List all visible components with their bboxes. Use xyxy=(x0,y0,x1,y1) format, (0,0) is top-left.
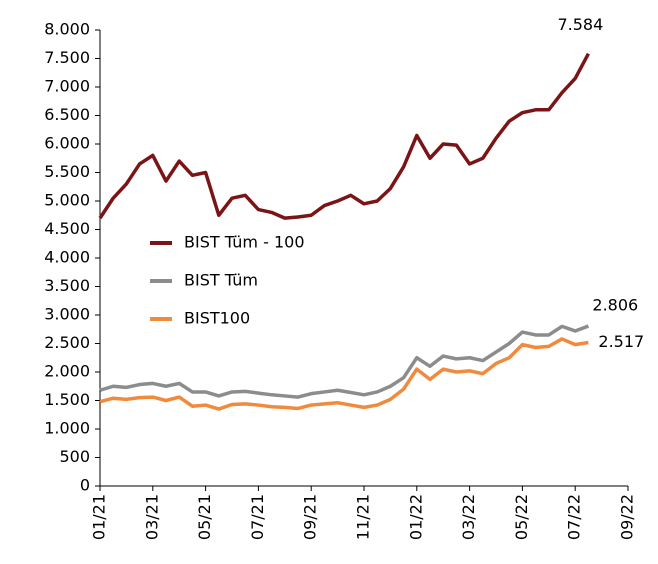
x-tick-label: 05/22 xyxy=(512,494,531,540)
x-tick-label: 07/22 xyxy=(565,494,584,540)
y-tick-label: 3.500 xyxy=(44,276,90,295)
y-tick-label: 1.500 xyxy=(44,390,90,409)
value-label: 2.517 xyxy=(598,332,644,351)
x-tick-label: 05/21 xyxy=(195,494,214,540)
y-tick-label: 1.000 xyxy=(44,419,90,438)
series-line xyxy=(99,337,589,411)
y-tick-label: 8.000 xyxy=(44,20,90,39)
legend-label: BIST Tüm xyxy=(184,271,258,290)
x-tick-label: 09/21 xyxy=(301,494,320,540)
series-line xyxy=(99,324,590,399)
y-tick-label: 4.500 xyxy=(44,219,90,238)
y-tick-label: 6.500 xyxy=(44,105,90,124)
y-tick-label: 7.000 xyxy=(44,77,90,96)
x-tick-label: 03/21 xyxy=(142,494,161,540)
x-tick-label: 07/21 xyxy=(248,494,267,540)
y-tick-label: 2.000 xyxy=(44,362,90,381)
y-tick-label: 6.000 xyxy=(44,134,90,153)
y-tick-label: 5.500 xyxy=(44,162,90,181)
y-tick-label: 2.500 xyxy=(44,333,90,352)
y-tick-label: 3.000 xyxy=(44,305,90,324)
x-tick-label: 09/22 xyxy=(618,494,637,540)
value-label: 2.806 xyxy=(592,296,638,315)
y-tick-label: 0 xyxy=(80,476,90,495)
x-tick-label: 03/22 xyxy=(459,494,478,540)
legend-label: BIST100 xyxy=(184,309,250,328)
y-tick-label: 7.500 xyxy=(44,48,90,67)
y-tick-label: 500 xyxy=(59,447,90,466)
legend-label: BIST Tüm - 100 xyxy=(184,233,305,252)
y-tick-label: 4.000 xyxy=(44,248,90,267)
x-tick-label: 01/22 xyxy=(406,494,425,540)
x-tick-label: 01/21 xyxy=(90,494,109,540)
y-tick-label: 5.000 xyxy=(44,191,90,210)
x-tick-label: 11/21 xyxy=(354,494,373,540)
value-label: 7.584 xyxy=(557,15,603,34)
series-line xyxy=(98,52,590,220)
